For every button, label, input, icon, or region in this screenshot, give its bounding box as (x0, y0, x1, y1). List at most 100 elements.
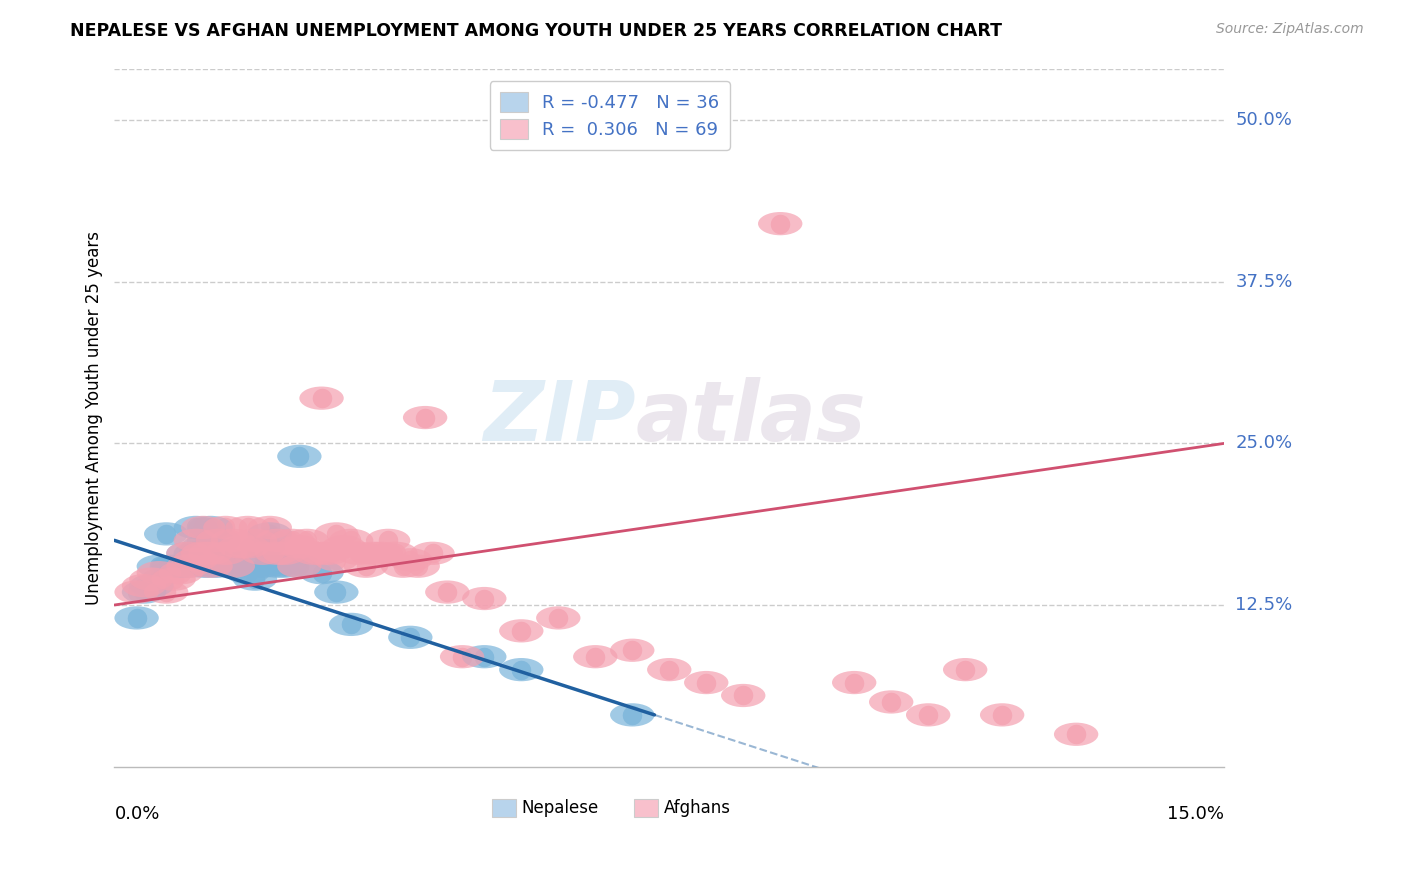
Point (252, 540, 274, 554)
Point (451, 649, 474, 664)
Point (125, 585, 148, 599)
Ellipse shape (136, 555, 181, 578)
Point (155, 585, 177, 599)
Ellipse shape (254, 529, 299, 552)
Point (214, 546, 236, 560)
Point (266, 559, 288, 574)
Point (170, 566, 193, 580)
Ellipse shape (374, 541, 418, 565)
Point (288, 540, 311, 554)
Ellipse shape (166, 541, 211, 565)
Point (510, 624, 533, 638)
Point (325, 585, 347, 599)
Point (259, 527, 281, 541)
Point (214, 520, 236, 534)
Point (399, 553, 422, 567)
Ellipse shape (195, 555, 240, 578)
Point (193, 559, 215, 574)
Point (273, 546, 295, 560)
Ellipse shape (233, 529, 277, 552)
Point (252, 559, 274, 574)
Point (184, 553, 207, 567)
Ellipse shape (152, 555, 195, 578)
Point (392, 559, 415, 574)
Ellipse shape (299, 561, 343, 584)
Point (222, 559, 245, 574)
Point (148, 566, 170, 580)
Text: 37.5%: 37.5% (1236, 273, 1292, 291)
Ellipse shape (284, 529, 329, 552)
Text: Nepalese: Nepalese (522, 798, 599, 817)
Point (170, 566, 193, 580)
Point (510, 663, 533, 677)
Ellipse shape (263, 555, 307, 578)
Point (917, 707, 939, 722)
Point (229, 559, 252, 574)
Point (148, 566, 170, 580)
Point (399, 630, 422, 644)
Ellipse shape (188, 516, 233, 539)
Point (266, 533, 288, 548)
Ellipse shape (129, 574, 173, 598)
Point (472, 649, 495, 664)
Point (406, 559, 429, 574)
Point (311, 566, 333, 580)
Point (193, 520, 215, 534)
Point (384, 546, 406, 560)
Point (733, 689, 755, 703)
Point (222, 533, 245, 548)
Ellipse shape (343, 555, 388, 578)
Ellipse shape (685, 671, 728, 694)
Point (1064, 727, 1087, 741)
Point (658, 663, 681, 677)
Point (193, 546, 215, 560)
Ellipse shape (299, 541, 343, 565)
Text: atlas: atlas (636, 377, 866, 458)
Point (370, 546, 392, 560)
Point (991, 707, 1014, 722)
Ellipse shape (277, 445, 322, 468)
Point (193, 540, 215, 554)
Point (207, 559, 229, 574)
Point (214, 520, 236, 534)
Ellipse shape (143, 581, 188, 604)
Point (141, 579, 163, 593)
Point (844, 675, 866, 690)
Point (132, 585, 155, 599)
Point (207, 533, 229, 548)
Point (236, 540, 259, 554)
Point (259, 520, 281, 534)
Text: 12.5%: 12.5% (1236, 596, 1292, 614)
Ellipse shape (314, 523, 359, 546)
Point (422, 546, 444, 560)
Point (148, 559, 170, 574)
Point (214, 546, 236, 560)
Ellipse shape (181, 555, 225, 578)
Point (141, 579, 163, 593)
Point (132, 579, 155, 593)
Point (207, 533, 229, 548)
Point (844, 675, 866, 690)
Point (184, 520, 207, 534)
Point (399, 630, 422, 644)
Point (200, 546, 222, 560)
Point (200, 546, 222, 560)
Ellipse shape (225, 516, 270, 539)
Ellipse shape (980, 703, 1025, 726)
Point (236, 540, 259, 554)
Point (243, 572, 266, 586)
Point (325, 527, 347, 541)
Point (229, 540, 252, 554)
Ellipse shape (181, 535, 225, 558)
Ellipse shape (388, 625, 433, 649)
Ellipse shape (411, 541, 454, 565)
Point (184, 546, 207, 560)
Point (510, 663, 533, 677)
Ellipse shape (218, 535, 263, 558)
Point (236, 520, 259, 534)
Point (880, 695, 903, 709)
Ellipse shape (166, 555, 211, 578)
FancyBboxPatch shape (634, 799, 658, 817)
Point (132, 579, 155, 593)
Point (318, 546, 340, 560)
